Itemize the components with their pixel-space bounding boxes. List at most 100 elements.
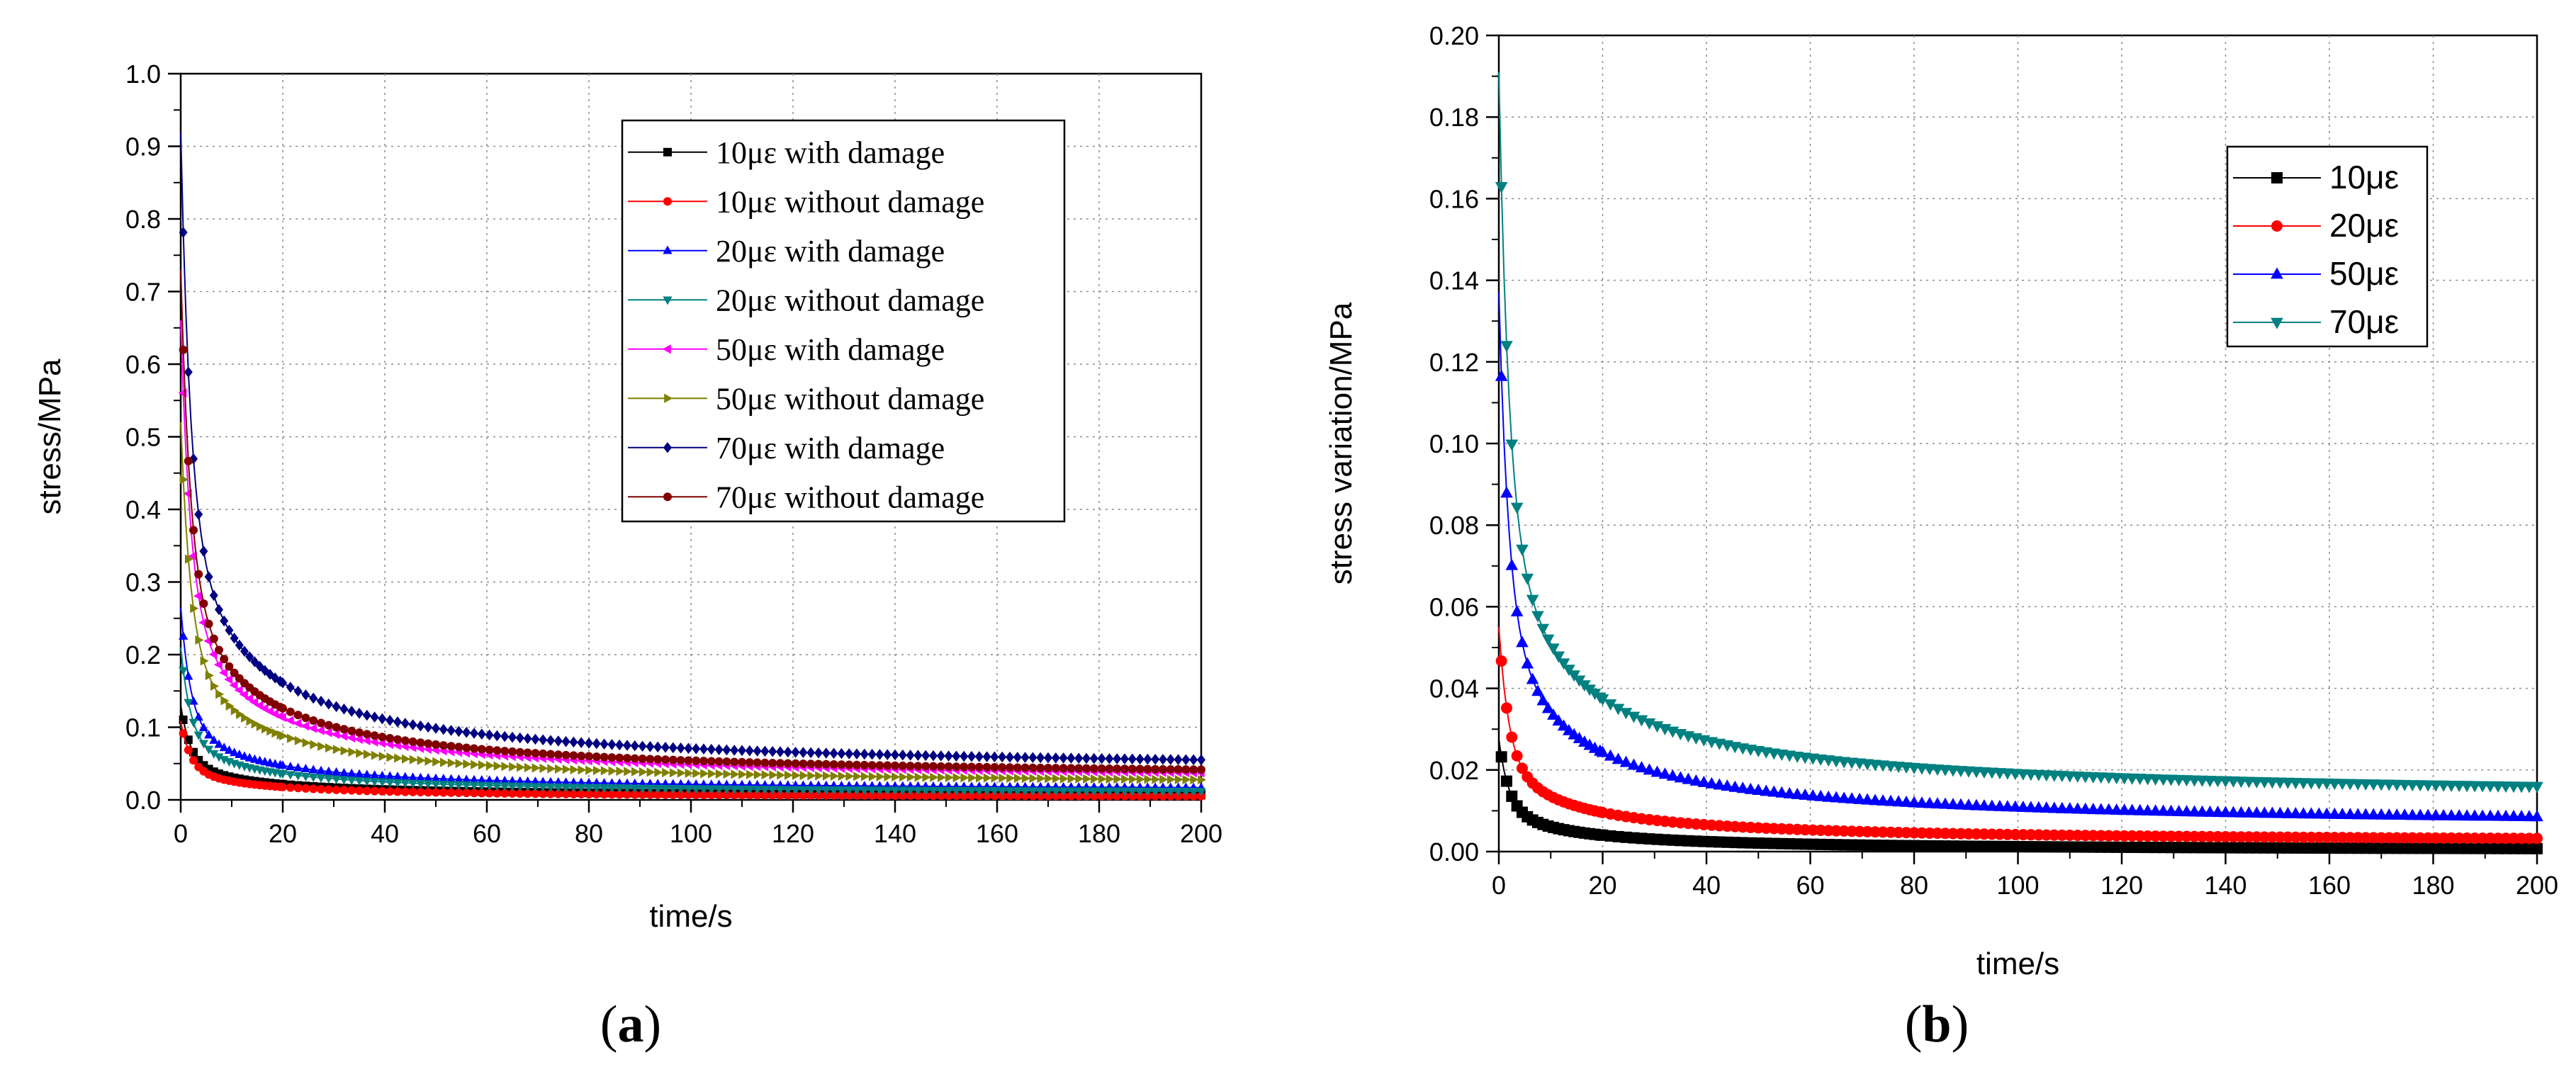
data-point xyxy=(592,738,601,750)
data-point xyxy=(539,789,548,798)
data-point xyxy=(768,745,777,757)
data-point xyxy=(1029,774,1038,784)
data-point xyxy=(184,699,193,708)
data-point xyxy=(777,770,786,780)
data-point xyxy=(791,759,800,768)
data-point xyxy=(1643,718,1656,730)
data-point xyxy=(2460,809,2473,821)
data-point xyxy=(989,787,999,796)
data-point xyxy=(277,712,286,723)
data-point xyxy=(219,742,229,752)
data-point xyxy=(225,624,234,636)
data-point xyxy=(230,633,239,644)
data-point xyxy=(293,762,303,772)
data-point xyxy=(2468,809,2481,821)
data-point xyxy=(378,786,387,796)
x-tick-label: 40 xyxy=(1692,871,1721,900)
data-point xyxy=(874,786,884,796)
data-point xyxy=(906,762,915,771)
data-point xyxy=(584,784,594,793)
data-point xyxy=(753,758,762,767)
data-point xyxy=(300,721,310,731)
data-point xyxy=(316,774,326,784)
legend-label: 10με xyxy=(2329,159,2399,196)
data-point xyxy=(271,672,280,684)
legend-item: 70με without damage xyxy=(628,480,984,514)
data-point xyxy=(362,786,371,796)
data-point xyxy=(370,711,379,723)
data-point xyxy=(722,744,731,756)
x-tick-label: 120 xyxy=(772,819,814,848)
data-point xyxy=(654,767,663,777)
data-point xyxy=(1166,787,1176,796)
data-point xyxy=(546,750,555,759)
data-point xyxy=(1552,714,1565,726)
data-point xyxy=(2242,806,2256,818)
data-point xyxy=(1643,763,1656,775)
data-point xyxy=(215,689,225,699)
data-point xyxy=(1121,774,1130,784)
legend-label: 10με without damage xyxy=(716,184,984,219)
data-point xyxy=(339,725,349,734)
legend-label: 20με xyxy=(2329,207,2399,244)
data-point xyxy=(446,788,456,797)
data-point xyxy=(1127,787,1137,796)
data-point xyxy=(683,785,693,794)
data-point xyxy=(339,776,349,785)
data-point xyxy=(1596,745,1609,757)
data-point xyxy=(983,773,992,783)
data-point xyxy=(515,732,524,744)
legend-item: 20με with damage xyxy=(628,234,945,269)
legend-item: 20με xyxy=(2233,207,2399,244)
data-point xyxy=(792,770,801,781)
data-point xyxy=(1044,791,1052,801)
data-point xyxy=(1051,752,1060,764)
series-1-20ue xyxy=(1495,627,2543,844)
x-tick-label: 200 xyxy=(2516,871,2558,900)
data-point xyxy=(1604,749,1617,761)
legend-item: 50με with damage xyxy=(628,332,945,367)
data-point xyxy=(423,780,433,789)
legend-label: 70με xyxy=(2329,303,2399,340)
legend: 10με with damage 10με without damage 20με … xyxy=(621,119,1066,523)
data-point xyxy=(646,740,655,752)
data-point xyxy=(485,781,495,791)
data-point xyxy=(416,788,425,797)
data-point xyxy=(279,731,288,741)
data-point xyxy=(738,791,746,800)
data-point xyxy=(2102,803,2115,815)
x-tick-label: 180 xyxy=(2412,871,2454,900)
data-point xyxy=(2188,805,2201,817)
data-point xyxy=(185,554,193,564)
data-point xyxy=(1082,752,1091,764)
data-point xyxy=(431,780,441,789)
data-point xyxy=(593,765,602,776)
data-point xyxy=(967,762,976,772)
data-point xyxy=(2492,809,2504,821)
data-point xyxy=(991,773,1000,783)
data-point xyxy=(531,733,540,745)
data-point xyxy=(1013,763,1022,772)
data-point xyxy=(1196,787,1206,796)
data-point xyxy=(677,768,686,778)
data-point xyxy=(2133,803,2147,815)
data-point xyxy=(354,769,364,778)
data-point xyxy=(362,777,372,786)
data-point xyxy=(408,787,417,796)
data-point xyxy=(2227,831,2239,843)
data-point xyxy=(546,776,556,786)
data-point xyxy=(730,791,739,800)
data-point xyxy=(485,789,494,798)
data-point xyxy=(500,789,510,798)
data-point xyxy=(968,773,977,783)
data-point xyxy=(2243,831,2255,843)
data-point xyxy=(768,791,777,800)
data-point xyxy=(1531,684,1544,696)
data-point xyxy=(929,791,938,801)
data-point xyxy=(1059,791,1068,801)
data-point xyxy=(2289,807,2302,819)
data-point xyxy=(1075,774,1084,784)
data-point xyxy=(1541,701,1555,713)
data-point xyxy=(190,604,199,614)
data-point xyxy=(2485,832,2497,844)
